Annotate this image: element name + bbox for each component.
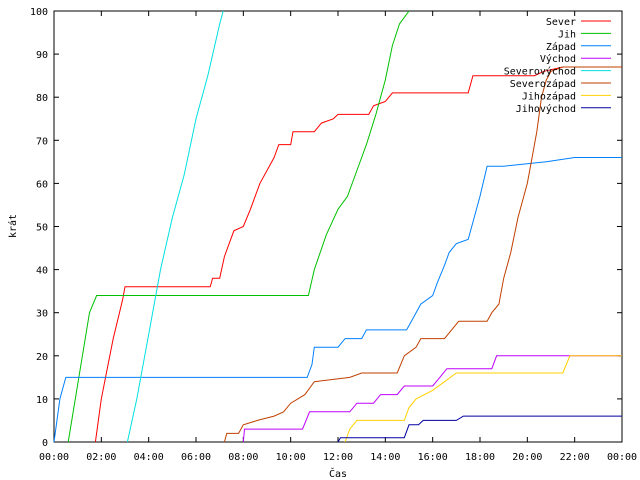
x-tick-label: 12:00 xyxy=(323,452,353,463)
y-tick-label: 60 xyxy=(36,179,48,190)
y-tick-label: 70 xyxy=(36,136,48,147)
y-tick-label: 30 xyxy=(36,309,48,320)
legend-label: Západ xyxy=(546,41,576,53)
axis-ticks: 00:00 02:00 04:00 06:00 08:00 10:00 12:00 14:00… xyxy=(30,7,637,463)
legend-label: Sever xyxy=(546,17,576,28)
legend-label: Východ xyxy=(540,53,576,65)
y-tick-label: 10 xyxy=(36,395,48,406)
y-tick-label: 100 xyxy=(30,7,48,18)
x-tick-label: 16:00 xyxy=(418,452,448,463)
x-tick-label: 02:00 xyxy=(86,452,116,463)
series-line-východ xyxy=(242,355,622,443)
series-line-západ xyxy=(53,157,622,443)
series-line-severovýchod xyxy=(126,10,224,443)
y-tick-label: 40 xyxy=(36,266,48,277)
y-tick-label: 20 xyxy=(36,352,48,363)
y-tick-label: 0 xyxy=(42,438,48,449)
x-tick-label: 10:00 xyxy=(276,452,306,463)
y-axis-label: krát xyxy=(7,214,19,238)
legend-label: Severovýchod xyxy=(504,66,576,78)
series-layer xyxy=(53,10,622,443)
legend-label: Jih xyxy=(558,29,576,40)
series-line-jihovýchod xyxy=(337,415,622,443)
legend-label: Jihovýchod xyxy=(516,103,576,115)
series-line-jihozápad xyxy=(344,355,622,443)
x-tick-label: 20:00 xyxy=(512,452,542,463)
x-tick-label: 00:00 xyxy=(607,452,637,463)
y-tick-label: 90 xyxy=(36,50,48,61)
x-axis-label: Čas xyxy=(329,467,347,480)
x-tick-label: 22:00 xyxy=(560,452,590,463)
legend-label: Severozápad xyxy=(510,78,576,90)
series-line-severozápad xyxy=(223,66,622,443)
x-tick-label: 04:00 xyxy=(134,452,164,463)
legend-label: Jihozápad xyxy=(522,90,576,102)
x-tick-label: 00:00 xyxy=(39,452,69,463)
series-line-sever xyxy=(94,66,622,443)
x-tick-label: 06:00 xyxy=(181,452,211,463)
x-tick-label: 14:00 xyxy=(370,452,400,463)
y-tick-label: 50 xyxy=(36,223,48,234)
y-tick-label: 80 xyxy=(36,93,48,104)
x-tick-label: 18:00 xyxy=(465,452,495,463)
x-tick-label: 08:00 xyxy=(228,452,258,463)
legend: SeverJihZápadVýchodSeverovýchodSeverozáp… xyxy=(504,17,611,115)
series-line-jih xyxy=(67,10,410,443)
